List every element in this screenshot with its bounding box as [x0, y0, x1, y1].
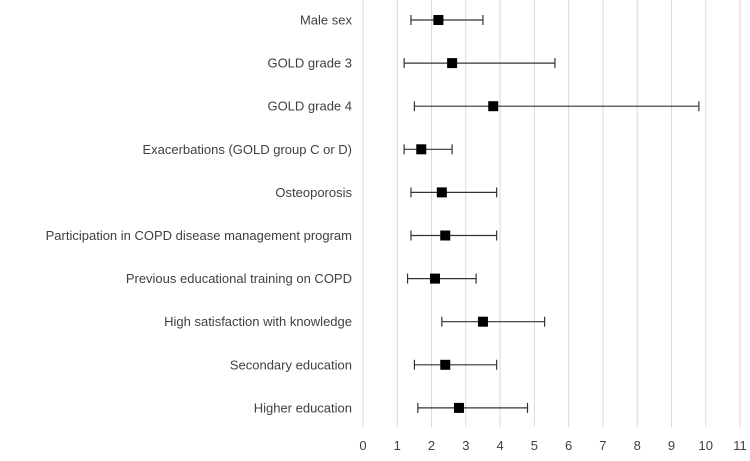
or-marker	[488, 101, 499, 112]
forest-row: GOLD grade 3	[267, 56, 556, 71]
row-label: Previous educational training on COPD	[126, 271, 352, 286]
x-tick-label: 0	[359, 438, 366, 453]
row-label: GOLD grade 4	[267, 99, 352, 114]
x-tick-label: 6	[565, 438, 572, 453]
or-marker	[440, 230, 451, 241]
row-label: Exacerbations (GOLD group C or D)	[142, 142, 352, 157]
x-tick-label: 7	[599, 438, 606, 453]
forest-row: High satisfaction with knowledge	[164, 314, 546, 329]
x-tick-label: 5	[531, 438, 538, 453]
row-label: Participation in COPD disease management…	[46, 228, 352, 243]
or-marker	[440, 359, 451, 370]
forest-row: GOLD grade 4	[267, 99, 700, 114]
forest-row: Osteoporosis	[275, 185, 498, 200]
x-tick-label: 2	[428, 438, 435, 453]
row-label: GOLD grade 3	[267, 56, 352, 71]
forest-row: Previous educational training on COPD	[126, 271, 477, 286]
x-tick-label: 9	[668, 438, 675, 453]
x-tick-label: 11	[733, 438, 747, 453]
row-label: Secondary education	[230, 357, 352, 372]
forest-row: Higher education	[254, 400, 529, 415]
x-tick-label: 3	[462, 438, 469, 453]
or-marker	[433, 15, 444, 25]
or-marker	[447, 58, 458, 69]
forest-row: Secondary education	[230, 357, 498, 372]
or-marker	[453, 402, 464, 413]
forest-row: Participation in COPD disease management…	[46, 228, 498, 243]
or-marker	[436, 187, 447, 198]
row-label: Osteoporosis	[275, 185, 352, 200]
or-marker	[429, 273, 440, 284]
x-tick-label: 8	[634, 438, 641, 453]
row-label: Higher education	[254, 400, 352, 415]
x-tick-label: 10	[698, 438, 712, 453]
row-label: High satisfaction with knowledge	[164, 314, 352, 329]
or-marker	[477, 316, 488, 327]
x-tick-label: 4	[496, 438, 503, 453]
or-marker	[416, 144, 427, 155]
forest-row: Male sex	[300, 13, 484, 28]
forest-row: Exacerbations (GOLD group C or D)	[142, 142, 453, 157]
x-tick-label: 1	[394, 438, 401, 453]
row-label: Male sex	[300, 13, 353, 28]
